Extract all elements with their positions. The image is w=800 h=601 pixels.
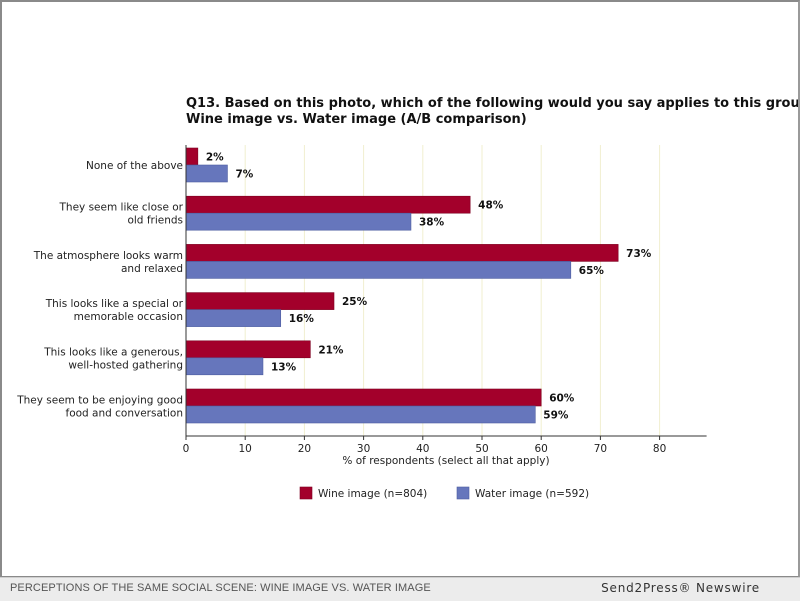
chart-frame: Q13. Based on this photo, which of the f…: [0, 0, 800, 578]
category-label: well-hosted gathering: [68, 359, 183, 371]
data-label: 13%: [271, 361, 297, 373]
data-labels: 2% 7% 48% 38% 73% 65% 25% 16% 21% 13% 60% 59%: [206, 152, 652, 422]
data-label: 65%: [579, 265, 605, 277]
data-label: 7%: [235, 169, 253, 181]
bar-water: [185, 164, 228, 183]
category-label: This looks like a generous,: [43, 346, 183, 358]
bar-wine: [185, 244, 619, 262]
legend-label-water: Water image (n=592): [475, 488, 589, 500]
category-label: old friends: [127, 215, 183, 227]
bar-wine: [185, 147, 199, 166]
category-label: The atmosphere looks warm: [33, 250, 183, 262]
bars: [185, 147, 619, 424]
x-tick-label: 0: [183, 443, 190, 455]
x-tick-label: 70: [594, 443, 607, 455]
bar-wine: [185, 340, 311, 359]
bar-chart: Q13. Based on this photo, which of the f…: [16, 96, 800, 500]
category-label: They seem to be enjoying good: [16, 395, 183, 407]
legend-label-wine: Wine image (n=804): [318, 488, 427, 500]
data-label: 2%: [206, 152, 224, 164]
chart-title: Q13. Based on this photo, which of the f…: [186, 96, 798, 111]
category-label: This looks like a special or: [45, 298, 184, 310]
category-label: food and conversation: [66, 408, 184, 420]
footer-caption: PERCEPTIONS OF THE SAME SOCIAL SCENE: WI…: [10, 582, 431, 594]
data-label: 21%: [318, 344, 344, 356]
category-labels: None of the above They seem like close or…: [16, 160, 183, 420]
data-label: 48%: [478, 200, 504, 212]
category-label: and relaxed: [121, 263, 183, 275]
data-label: 16%: [289, 313, 315, 325]
legend-swatch-water: [456, 486, 470, 500]
data-label: 73%: [626, 248, 652, 260]
bar-water: [185, 357, 264, 376]
x-tick-label: 20: [298, 443, 311, 455]
legend: Wine image (n=804) Water image (n=592): [299, 486, 589, 500]
bar-wine: [185, 388, 542, 407]
category-label: None of the above: [86, 160, 183, 172]
x-axis: 0 10 20 30 40 50 60 70 80: [183, 145, 707, 455]
x-tick-label: 10: [239, 443, 252, 455]
gridlines: [244, 145, 661, 436]
bar-water: [185, 309, 282, 327]
x-tick-label: 50: [475, 443, 488, 455]
bar-wine: [185, 195, 471, 214]
bar-water: [185, 261, 572, 279]
bar-water: [185, 405, 536, 424]
bar-wine: [185, 292, 335, 310]
x-tick-label: 30: [357, 443, 370, 455]
x-axis-label: % of respondents (select all that apply): [342, 455, 549, 467]
category-label: They seem like close or: [59, 202, 184, 214]
x-tick-label: 80: [653, 443, 666, 455]
chart-subtitle: Wine image vs. Water image (A/B comparis…: [186, 112, 527, 127]
footer-bar: PERCEPTIONS OF THE SAME SOCIAL SCENE: WI…: [0, 577, 800, 601]
legend-swatch-wine: [299, 486, 313, 500]
footer-brand: Send2Press® Newswire: [601, 581, 760, 595]
data-label: 25%: [342, 296, 368, 308]
data-label: 38%: [419, 217, 445, 229]
x-tick-label: 60: [535, 443, 548, 455]
bar-water: [185, 212, 412, 231]
x-tick-label: 40: [416, 443, 429, 455]
data-label: 59%: [543, 410, 569, 422]
category-label: memorable occasion: [74, 311, 183, 323]
data-label: 60%: [549, 393, 575, 405]
